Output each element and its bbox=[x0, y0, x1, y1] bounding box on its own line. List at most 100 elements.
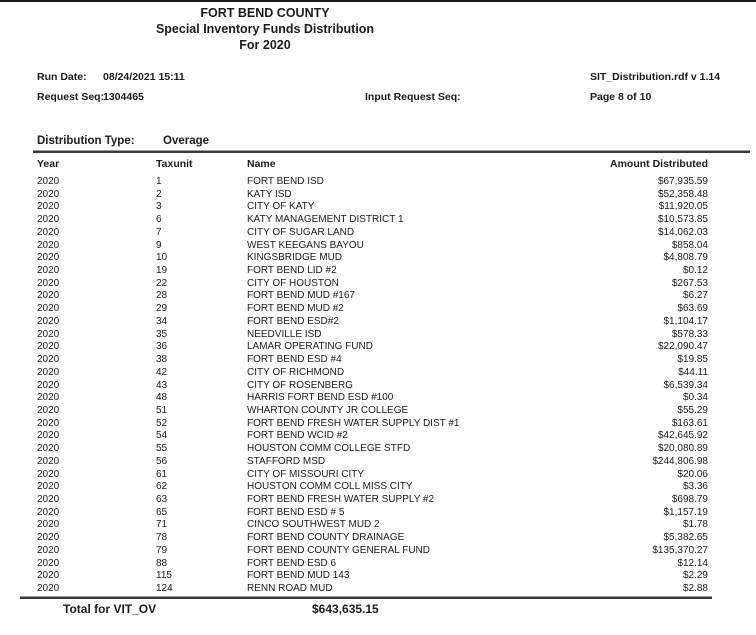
table-row: 2020 79 FORT BEND COUNTY GENERAL FUND $1… bbox=[0, 545, 756, 558]
table-row: 2020 71 CINCO SOUTHWEST MUD 2 $1.78 bbox=[0, 519, 756, 532]
header-rule bbox=[33, 150, 750, 153]
cell-taxunit: 115 bbox=[156, 570, 172, 582]
cell-year: 2020 bbox=[37, 176, 60, 187]
cell-year: 2020 bbox=[37, 188, 60, 200]
table-row: 2020 28 FORT BEND MUD #167 $6.27 bbox=[0, 290, 756, 303]
run-date-value: 08/24/2021 15:11 bbox=[103, 71, 185, 83]
cell-year: 2020 bbox=[37, 379, 60, 391]
cell-taxunit: 79 bbox=[156, 544, 168, 556]
column-header-name: Name bbox=[247, 158, 276, 170]
cell-amount: $20,080.89 bbox=[657, 443, 708, 455]
cell-amount: $1,104.17 bbox=[663, 315, 709, 327]
table-row: 2020 55 HOUSTON COMM COLLEGE STFD $20,08… bbox=[0, 443, 756, 456]
cell-name: CITY OF ROSENBERG bbox=[247, 379, 353, 391]
table-row: 2020 36 LAMAR OPERATING FUND $22,090.47 bbox=[0, 341, 756, 354]
table-row: 2020 52 FORT BEND FRESH WATER SUPPLY DIS… bbox=[0, 418, 756, 431]
table-row: 2020 65 FORT BEND ESD # 5 $1,157.19 bbox=[0, 507, 756, 520]
cell-taxunit: 3 bbox=[156, 201, 162, 213]
cell-name: KINGSBRIDGE MUD bbox=[247, 252, 343, 264]
cell-taxunit: 19 bbox=[156, 265, 168, 277]
report-period: For 2020 bbox=[239, 38, 291, 52]
cell-name: FORT BEND COUNTY DRAINAGE bbox=[247, 532, 405, 544]
cell-amount: $52,358.48 bbox=[657, 188, 708, 200]
cell-amount: $42,645.92 bbox=[657, 430, 708, 442]
table-row: 2020 38 FORT BEND ESD #4 $19.85 bbox=[0, 354, 756, 367]
cell-taxunit: 29 bbox=[156, 303, 168, 315]
cell-name: FORT BEND MUD #167 bbox=[247, 290, 355, 302]
cell-name: WHARTON COUNTY JR COLLEGE bbox=[247, 404, 409, 416]
cell-amount: $1.78 bbox=[682, 519, 708, 531]
table-row: 2020 51 WHARTON COUNTY JR COLLEGE $55.29 bbox=[0, 405, 756, 418]
cell-amount: $44.11 bbox=[678, 366, 708, 378]
table-row: 2020 1 FORT BEND ISD $67,935.59 bbox=[0, 176, 756, 189]
cell-taxunit: 6 bbox=[156, 214, 162, 226]
table-row: 2020 7 CITY OF SUGAR LAND $14,062.03 bbox=[0, 227, 756, 240]
cell-amount: $3.36 bbox=[682, 481, 708, 493]
cell-amount: $4,808.79 bbox=[663, 252, 709, 264]
cell-year: 2020 bbox=[37, 519, 60, 531]
cell-name: RENN ROAD MUD bbox=[247, 583, 333, 594]
cell-name: FORT BEND COUNTY GENERAL FUND bbox=[247, 544, 430, 556]
cell-taxunit: 61 bbox=[156, 468, 168, 480]
input-request-seq-label: Input Request Seq: bbox=[365, 91, 461, 103]
cell-name: STAFFORD MSD bbox=[247, 455, 326, 467]
table-row: 2020 43 CITY OF ROSENBERG $6,539.34 bbox=[0, 380, 756, 393]
page-top-border bbox=[0, 0, 756, 2]
cell-amount: $22,090.47 bbox=[657, 341, 708, 353]
cell-amount: $5,382.65 bbox=[663, 532, 709, 544]
cell-year: 2020 bbox=[37, 341, 60, 353]
report-subtitle: Special Inventory Funds Distribution bbox=[155, 22, 375, 36]
cell-taxunit: 78 bbox=[156, 532, 168, 544]
cell-taxunit: 63 bbox=[156, 493, 168, 505]
cell-year: 2020 bbox=[37, 315, 60, 327]
cell-amount: $267.53 bbox=[671, 277, 708, 289]
cell-year: 2020 bbox=[37, 404, 60, 416]
table-row: 2020 19 FORT BEND LID #2 $0.12 bbox=[0, 265, 756, 278]
cell-taxunit: 48 bbox=[156, 392, 168, 404]
request-seq-value: 1304465 bbox=[103, 91, 144, 103]
cell-taxunit: 22 bbox=[156, 277, 168, 289]
cell-year: 2020 bbox=[37, 201, 60, 213]
cell-taxunit: 43 bbox=[156, 379, 168, 391]
cell-name: KATY MANAGEMENT DISTRICT 1 bbox=[247, 214, 404, 226]
cell-amount: $2.88 bbox=[682, 583, 708, 594]
cell-taxunit: 51 bbox=[156, 404, 168, 416]
column-header-year: Year bbox=[37, 158, 60, 170]
table-row: 2020 22 CITY OF HOUSTON $267.53 bbox=[0, 278, 756, 291]
cell-taxunit: 2 bbox=[156, 188, 162, 200]
request-seq-label: Request Seq: bbox=[37, 91, 105, 103]
cell-year: 2020 bbox=[37, 544, 60, 556]
cell-amount: $20.06 bbox=[677, 468, 708, 480]
table-row: 2020 34 FORT BEND ESD#2 $1,104.17 bbox=[0, 316, 756, 329]
cell-name: CITY OF SUGAR LAND bbox=[247, 226, 355, 238]
cell-name: FORT BEND FRESH WATER SUPPLY DIST #1 bbox=[247, 417, 460, 429]
cell-amount: $6.27 bbox=[682, 290, 708, 302]
cell-amount: $698.79 bbox=[671, 493, 708, 505]
cell-name: FORT BEND FRESH WATER SUPPLY #2 bbox=[247, 493, 435, 505]
table-row: 2020 48 HARRIS FORT BEND ESD #100 $0.34 bbox=[0, 392, 756, 405]
table-row: 2020 35 NEEDVILLE ISD $578.33 bbox=[0, 329, 756, 342]
cell-name: CITY OF HOUSTON bbox=[247, 277, 339, 289]
cell-taxunit: 36 bbox=[156, 341, 168, 353]
cell-year: 2020 bbox=[37, 239, 60, 251]
cell-year: 2020 bbox=[37, 468, 60, 480]
table-row: 2020 56 STAFFORD MSD $244,806.98 bbox=[0, 456, 756, 469]
table-row: 2020 10 KINGSBRIDGE MUD $4,808.79 bbox=[0, 252, 756, 265]
table-row: 2020 61 CITY OF MISSOURI CITY $20.06 bbox=[0, 469, 756, 482]
cell-name: WEST KEEGANS BAYOU bbox=[247, 239, 364, 251]
cell-year: 2020 bbox=[37, 570, 60, 582]
cell-year: 2020 bbox=[37, 214, 60, 226]
cell-year: 2020 bbox=[37, 354, 60, 366]
cell-taxunit: 88 bbox=[156, 557, 168, 569]
cell-year: 2020 bbox=[37, 430, 60, 442]
cell-amount: $6,539.34 bbox=[663, 379, 709, 391]
cell-amount: $10,573.85 bbox=[657, 214, 708, 226]
cell-year: 2020 bbox=[37, 290, 60, 302]
table-row: 2020 29 FORT BEND MUD #2 $63.69 bbox=[0, 303, 756, 316]
cell-name: CINCO SOUTHWEST MUD 2 bbox=[247, 519, 380, 531]
cell-year: 2020 bbox=[37, 583, 60, 594]
cell-name: FORT BEND MUD #2 bbox=[247, 303, 344, 315]
table-row: 2020 2 KATY ISD $52,358.48 bbox=[0, 189, 756, 202]
cell-year: 2020 bbox=[37, 532, 60, 544]
